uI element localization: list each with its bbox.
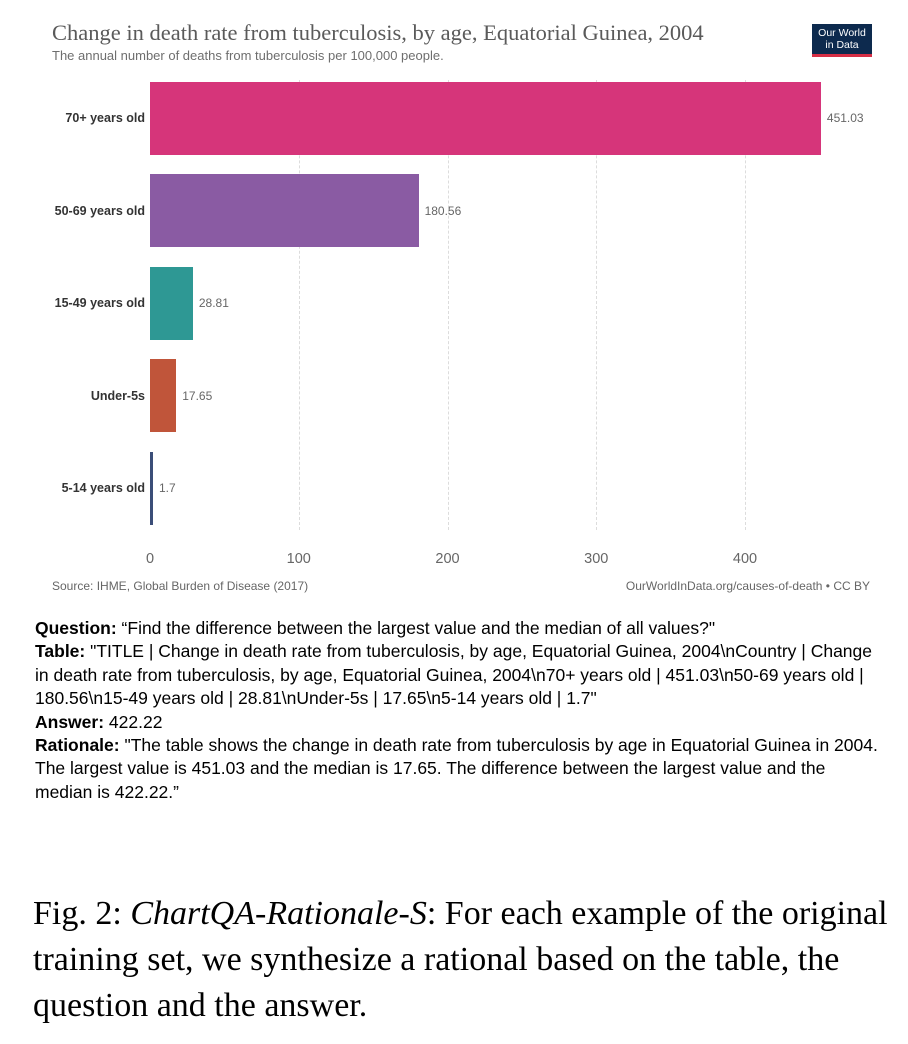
table-label: Table:: [35, 641, 86, 662]
caption-text: : For each example of the original train…: [33, 895, 888, 1024]
rationale-line: Rationale: "The table shows the change i…: [35, 734, 885, 804]
x-tick-label-100: 100: [286, 551, 311, 567]
chart-subtitle: The annual number of deaths from tubercu…: [52, 48, 444, 63]
chart-source: Source: IHME, Global Burden of Disease (…: [52, 579, 309, 593]
figure-caption: Fig. 2: ChartQA-Rationale-S: For each ex…: [33, 891, 903, 1029]
bar: [150, 451, 153, 525]
table-text: "TITLE | Change in death rate from tuber…: [35, 641, 872, 709]
logo-line-1: Our World: [818, 27, 866, 39]
category-label: 50-69 years old: [54, 203, 145, 218]
x-tick-label-0: 0: [145, 551, 155, 567]
bar: [150, 174, 419, 247]
bar: [150, 266, 193, 340]
caption-prefix: Fig. 2:: [33, 895, 131, 932]
caption-name: ChartQA-Rationale-S: [130, 895, 427, 932]
chart-figure: Change in death rate from tuberculosis, …: [52, 20, 872, 593]
answer-text: 422.22: [108, 711, 163, 732]
gridline-400: [745, 80, 746, 530]
chart-title: Change in death rate from tuberculosis, …: [52, 20, 704, 45]
bar-value-label: 1.7: [159, 481, 176, 495]
question-text: “Find the difference between the largest…: [121, 618, 716, 638]
question-label: Question:: [35, 618, 117, 638]
rationale-text: "The table shows the change in death rat…: [35, 735, 878, 802]
gridline-200: [447, 80, 449, 530]
table-line: Table: "TITLE | Change in death rate fro…: [35, 640, 885, 710]
gridline-100: [298, 80, 300, 530]
bar: [150, 359, 177, 432]
rationale-label: Rationale:: [35, 735, 120, 756]
bar-value-label: 17.65: [182, 388, 213, 403]
bar-value-label: 28.81: [198, 296, 229, 310]
x-tick-label-300: 300: [584, 551, 609, 567]
question-line: Question: “Find the difference between t…: [35, 617, 885, 640]
x-tick-label-200: 200: [435, 551, 460, 567]
category-label: 5-14 years old: [61, 481, 145, 495]
category-label: 15-49 years old: [54, 296, 145, 310]
category-label: Under-5s: [90, 388, 145, 403]
bar-value-label: 180.56: [424, 203, 462, 218]
qa-block: Question: “Find the difference between t…: [35, 617, 885, 804]
bar-value-label: 451.03: [826, 111, 864, 125]
answer-line: Answer: 422.22: [35, 711, 885, 734]
answer-label: Answer:: [35, 711, 105, 732]
bar: [150, 81, 821, 155]
logo-line-2: in Data: [825, 39, 859, 51]
x-tick-label-400: 400: [732, 551, 758, 567]
owid-logo: Our World in Data: [812, 24, 872, 57]
gridline-300: [596, 80, 598, 530]
chart-credit: OurWorldInData.org/causes-of-death • CC …: [625, 579, 870, 593]
category-label: 70+ years old: [65, 111, 145, 125]
